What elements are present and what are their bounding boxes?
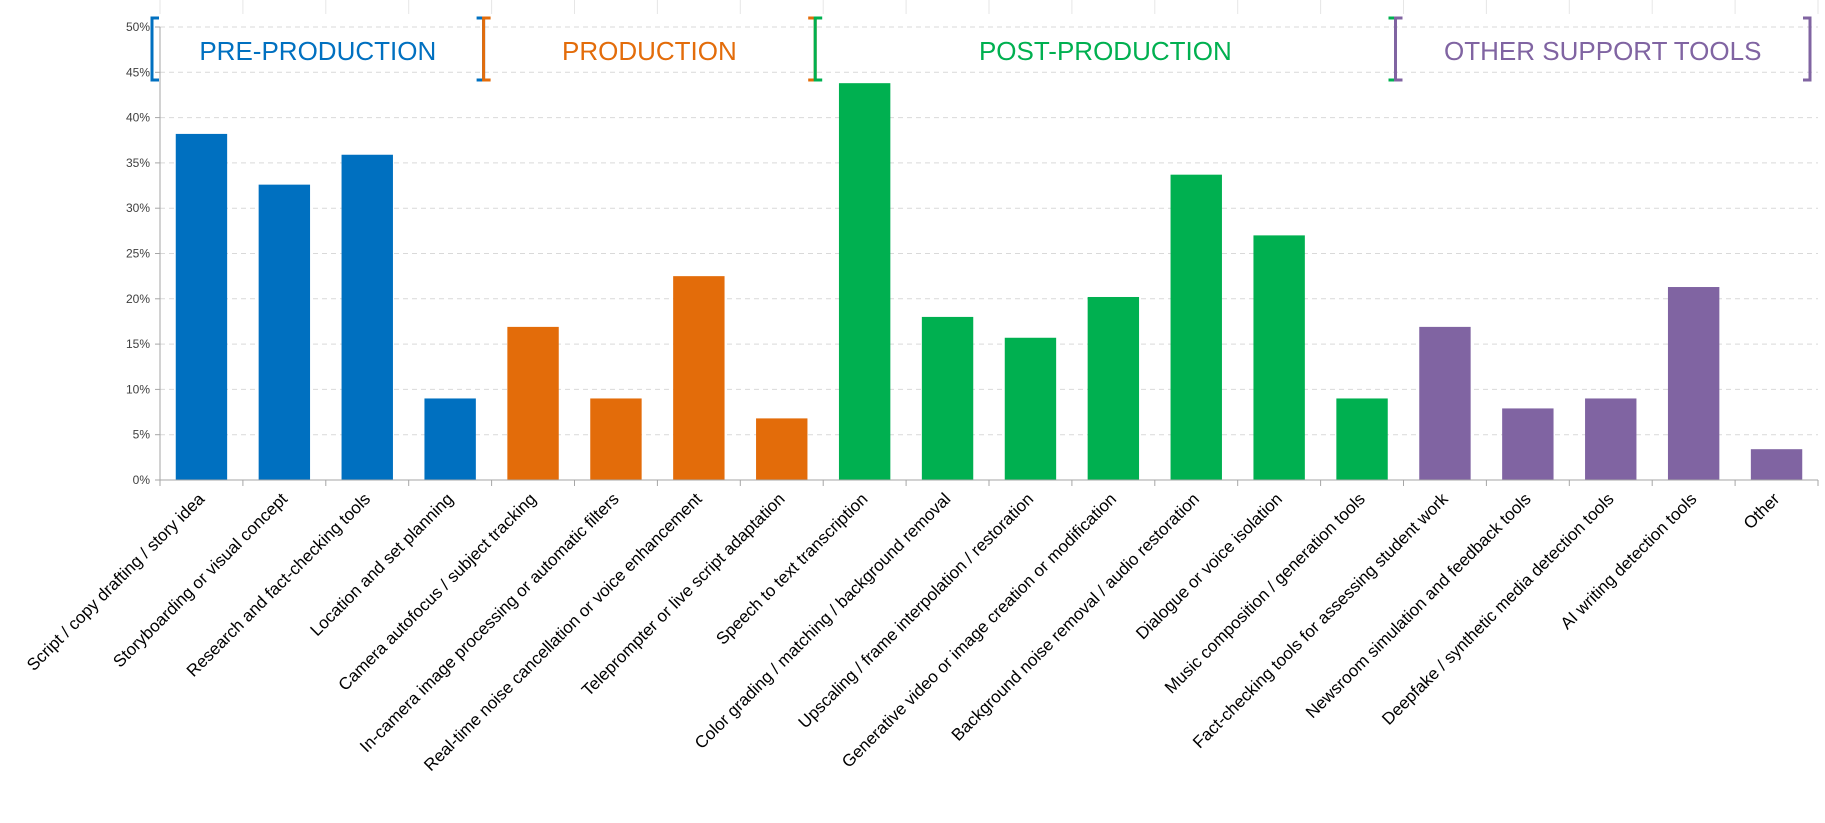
- bar: [507, 326, 559, 480]
- x-tick-label: Other: [1740, 489, 1784, 533]
- group-bracket-left: [1394, 16, 1403, 82]
- y-tick-label: 0%: [133, 473, 151, 487]
- bar: [756, 418, 808, 480]
- y-tick-label: 35%: [126, 156, 150, 170]
- bar: [1004, 337, 1057, 480]
- bar: [341, 154, 393, 480]
- gridlines: [159, 0, 1819, 436]
- x-tick-label: Location and set planning: [307, 489, 457, 639]
- x-tick-label: Real-time noise cancellation or voice en…: [420, 489, 706, 775]
- bar: [1750, 449, 1803, 480]
- bar: [1502, 408, 1554, 480]
- y-tick-label: 50%: [126, 20, 150, 34]
- x-tick-label: Speech to text transcription: [712, 489, 871, 648]
- x-tick-label: Script / copy drafting / story idea: [23, 489, 209, 675]
- y-tick-label: 40%: [126, 111, 150, 125]
- bar: [424, 398, 476, 480]
- group-brackets: PRE-PRODUCTION PRODUCTION POST-PRODUCTION O…: [150, 16, 1812, 82]
- y-tick-label: 30%: [126, 201, 150, 215]
- bar: [1253, 235, 1305, 480]
- y-tick-label: 15%: [126, 337, 150, 351]
- group-bracket-right: [1803, 16, 1812, 82]
- group-label: PRODUCTION: [562, 36, 737, 66]
- x-tick-label: Storyboarding or visual concept: [109, 489, 291, 671]
- x-tick-label: Research and fact-checking tools: [183, 489, 374, 680]
- bar: [838, 83, 891, 480]
- group-bracket-left: [150, 16, 159, 82]
- group-bracket-left: [482, 16, 491, 82]
- bar: [673, 276, 725, 480]
- bar: [921, 316, 974, 480]
- bar: [175, 133, 228, 480]
- bar: [590, 398, 642, 480]
- bar: [1087, 296, 1140, 480]
- bar: [258, 184, 311, 481]
- x-tick-label: AI writing detection tools: [1557, 489, 1701, 633]
- group-bracket-left: [813, 16, 823, 82]
- group-label: POST-PRODUCTION: [979, 36, 1232, 66]
- y-tick-label: 20%: [126, 292, 150, 306]
- x-tick-label: Generative video or image creation or mo…: [838, 489, 1120, 771]
- bar: [1667, 287, 1720, 480]
- group-label: PRE-PRODUCTION: [199, 36, 436, 66]
- bar: [1585, 398, 1637, 480]
- group-label: OTHER SUPPORT TOOLS: [1444, 36, 1761, 66]
- bar: [1170, 174, 1222, 481]
- bar: [1336, 398, 1388, 480]
- x-tick-label: Dialogue or voice isolation: [1132, 489, 1286, 643]
- y-tick-label: 5%: [133, 428, 151, 442]
- y-tick-label: 25%: [126, 247, 150, 261]
- y-tick-label: 10%: [126, 382, 150, 396]
- bars: [175, 83, 1803, 481]
- y-tick-label: 45%: [126, 65, 150, 79]
- bar: [1419, 326, 1471, 480]
